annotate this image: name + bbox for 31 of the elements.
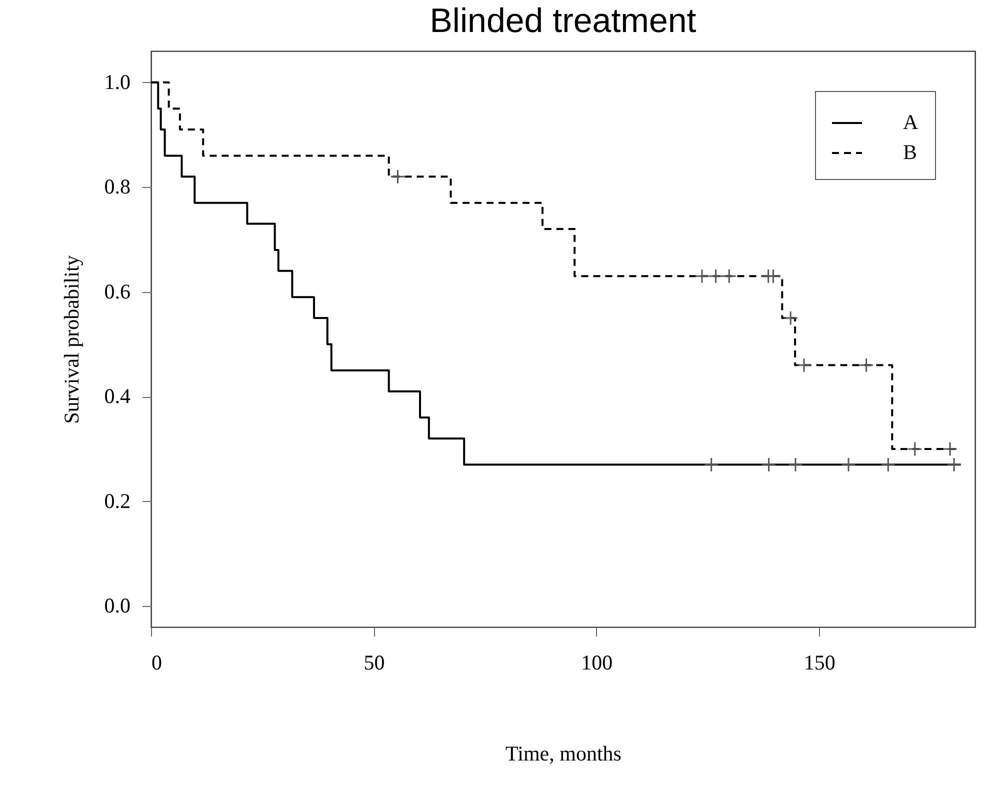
point bbox=[390, 169, 406, 184]
legend-label: A bbox=[903, 110, 919, 134]
y-tick-label: 0.4 bbox=[104, 384, 131, 408]
point bbox=[907, 442, 922, 456]
y-tick-label: 1.0 bbox=[104, 70, 130, 94]
y-tick-label: 0.0 bbox=[104, 594, 130, 618]
x-tick-label: 100 bbox=[581, 650, 613, 674]
point bbox=[708, 268, 724, 284]
chart-title: Blinded treatment bbox=[430, 2, 697, 40]
x-tick-label: 150 bbox=[804, 650, 836, 674]
point bbox=[841, 457, 856, 472]
point bbox=[722, 268, 737, 284]
point bbox=[942, 442, 958, 456]
x-tick-label: 50 bbox=[364, 650, 385, 674]
point bbox=[783, 310, 798, 326]
y-tick-label: 0.6 bbox=[104, 279, 130, 304]
legend-label: B bbox=[903, 140, 918, 164]
point bbox=[761, 457, 776, 472]
point bbox=[694, 268, 710, 284]
point bbox=[766, 268, 781, 284]
point bbox=[880, 457, 896, 472]
x-axis-title: Time, months bbox=[506, 742, 622, 766]
point bbox=[788, 457, 803, 472]
x-tick-label: 0 bbox=[152, 650, 162, 674]
point bbox=[946, 457, 962, 472]
y-tick-label: 0.2 bbox=[104, 488, 130, 513]
y-axis-title: Survival probability bbox=[59, 254, 84, 424]
point bbox=[704, 457, 719, 472]
point bbox=[858, 358, 874, 373]
point bbox=[796, 358, 812, 373]
y-tick-label: 0.8 bbox=[104, 174, 130, 199]
